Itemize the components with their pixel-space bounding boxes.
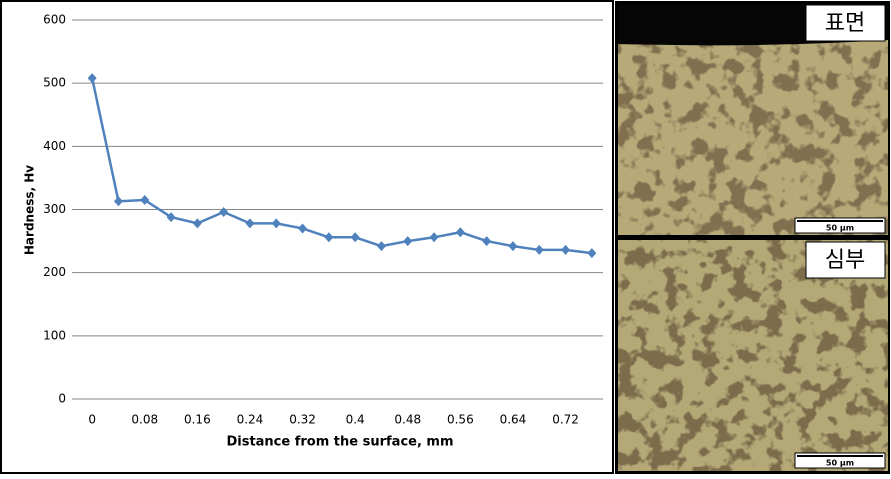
data-line [90, 77, 592, 255]
data-point [192, 218, 202, 229]
data-point [561, 244, 571, 255]
x-tick-label: 0.64 [500, 413, 527, 427]
x-tick-label: 0.32 [289, 413, 316, 427]
data-point [455, 227, 465, 238]
data-point [298, 223, 308, 234]
y-tick-label: 100 [43, 328, 66, 342]
panel-label-box [805, 4, 886, 42]
y-tick-label: 200 [43, 265, 66, 279]
x-tick-label: 0.24 [237, 413, 264, 427]
panel-label-box [805, 241, 886, 279]
scale-bar-label: 50 μm [826, 224, 854, 233]
x-tick-label: 0.16 [184, 413, 211, 427]
x-tick-label: 0.08 [131, 413, 158, 427]
data-point [140, 195, 150, 206]
scale-bar-label: 50 μm [826, 459, 854, 468]
data-point [113, 196, 123, 207]
y-tick-label: 600 [43, 13, 66, 27]
panel-label: 표면 [825, 11, 865, 36]
y-tick-label: 400 [43, 139, 66, 153]
data-point [508, 241, 518, 252]
data-point [403, 236, 413, 247]
y-tick-label: 500 [43, 76, 66, 90]
x-axis-title: Distance from the surface, mm [226, 435, 453, 450]
y-axis-title: Hardness, Hv [23, 165, 37, 255]
x-tick-label: 0 [88, 413, 96, 427]
x-tick-label: 0.4 [346, 413, 365, 427]
data-point [482, 236, 492, 247]
x-tick-label: 0.56 [447, 413, 474, 427]
panel-label: 심부 [825, 248, 865, 273]
data-point [166, 212, 176, 223]
data-point [534, 244, 544, 255]
data-point [376, 241, 386, 252]
y-tick-label: 0 [58, 392, 66, 406]
data-point [219, 207, 229, 218]
x-tick-label: 0.48 [394, 413, 421, 427]
data-point [429, 232, 439, 243]
data-point [350, 232, 360, 243]
data-point [87, 73, 97, 84]
x-tick-label: 0.72 [552, 413, 579, 427]
data-point [324, 232, 334, 243]
y-tick-label: 300 [43, 202, 66, 216]
data-point [587, 248, 597, 259]
chart-frame [0, 0, 614, 474]
data-point [245, 218, 255, 229]
data-point [271, 218, 281, 229]
